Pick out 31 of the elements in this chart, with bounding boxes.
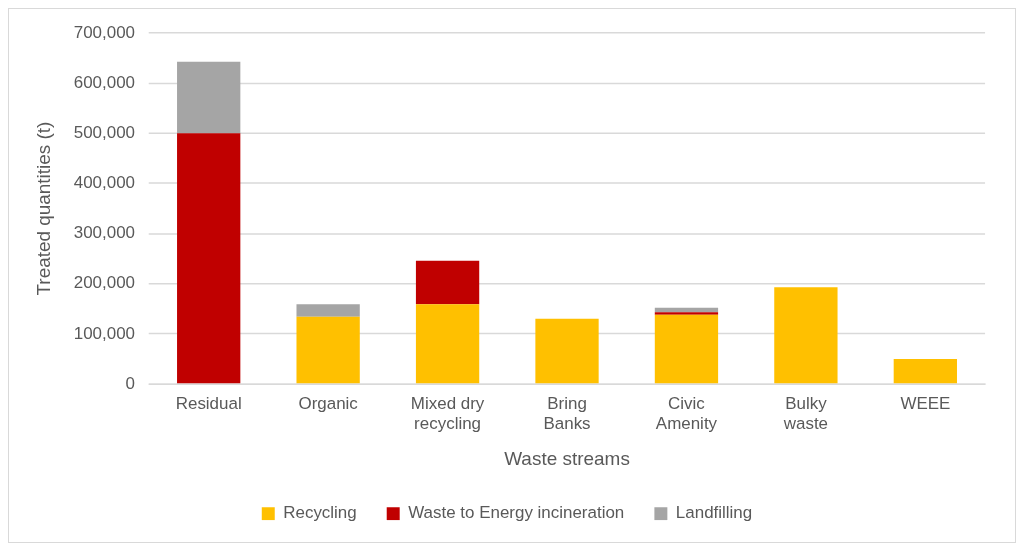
x-tick-label: Bring Banks [543, 393, 591, 434]
x-tick-label: Residual [175, 393, 242, 413]
legend-label: Landfilling [675, 503, 753, 523]
bar [535, 318, 599, 384]
bar [296, 304, 360, 317]
y-tick-label: 100,000 [73, 323, 135, 343]
bar [296, 316, 360, 384]
bar [893, 358, 957, 384]
x-tick-label: Organic [298, 393, 359, 413]
y-tick-label: 0 [125, 373, 135, 393]
bar [654, 312, 719, 315]
y-axis-title: Treated quantities (t) [32, 121, 54, 296]
y-tick-label: 400,000 [73, 173, 135, 193]
legend-label: Waste to Energy incineration [408, 503, 625, 523]
y-tick-label: 700,000 [73, 22, 135, 42]
x-tick-label: Civic Amenity [655, 393, 718, 434]
bar [654, 314, 719, 384]
y-tick-label: 300,000 [73, 223, 135, 243]
x-tick-label: Bulky waste [782, 393, 829, 434]
bar [177, 133, 241, 384]
y-tick-label: 500,000 [73, 123, 135, 143]
x-axis-title: Waste streams [504, 448, 630, 470]
x-tick-label: Mixed dry recycling [410, 393, 485, 434]
x-tick-label: WEEE [900, 393, 951, 413]
legend-label: Recycling [283, 503, 357, 523]
bar [415, 304, 480, 384]
y-tick-label: 200,000 [73, 273, 135, 293]
bar [415, 260, 480, 305]
y-tick-label: 600,000 [73, 72, 135, 92]
bar [177, 61, 241, 134]
bar [774, 287, 838, 384]
